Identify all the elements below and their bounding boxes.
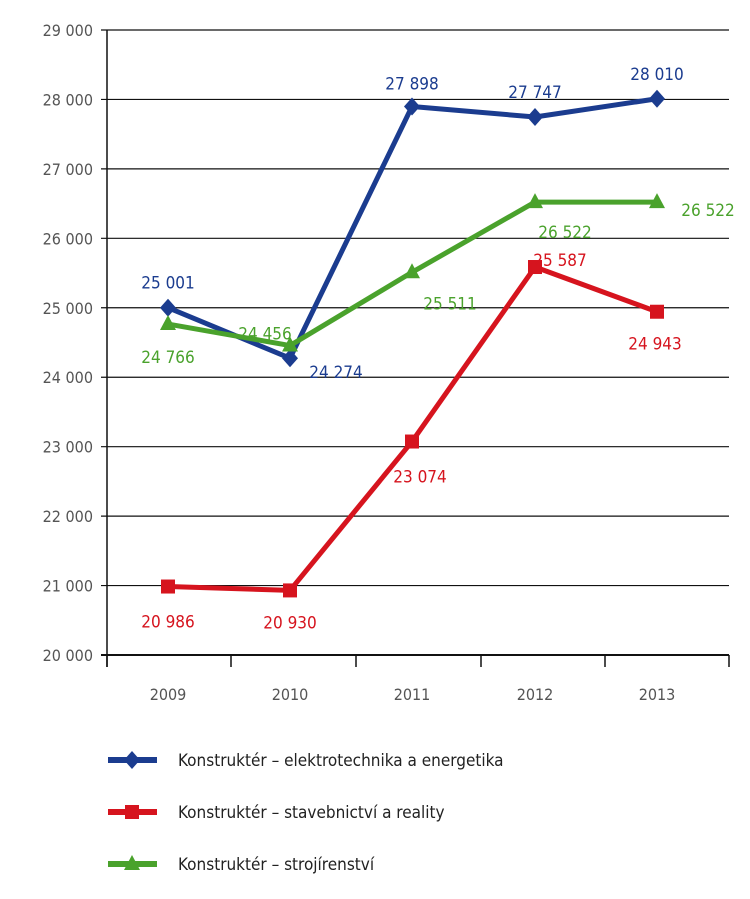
x-tick-label: 2010 bbox=[272, 685, 309, 704]
diamond-marker bbox=[282, 349, 298, 368]
y-tick-label: 25 000 bbox=[43, 299, 93, 318]
square-marker bbox=[650, 304, 664, 319]
data-label: 26 522 bbox=[538, 223, 592, 243]
data-label: 25 001 bbox=[141, 274, 195, 294]
data-label: 25 511 bbox=[423, 294, 477, 314]
y-tick-label: 28 000 bbox=[43, 90, 93, 109]
data-label: 20 986 bbox=[141, 613, 195, 633]
series-line bbox=[167, 264, 658, 593]
square-marker bbox=[125, 805, 139, 819]
x-tick-label: 2009 bbox=[150, 685, 187, 704]
data-label: 28 010 bbox=[630, 65, 684, 85]
diamond-marker bbox=[160, 298, 176, 317]
y-tick-label: 26 000 bbox=[43, 229, 93, 248]
y-tick-label: 27 000 bbox=[43, 160, 93, 179]
x-tick-label: 2011 bbox=[394, 685, 431, 704]
series-2: 24 766 24 456 25 511 26 522 26 522 bbox=[141, 193, 735, 368]
y-tick-label: 20 000 bbox=[43, 646, 93, 665]
series-1: 20 986 20 930 23 074 25 587 24 943 bbox=[141, 251, 682, 633]
legend-label: Konstruktér – strojírenství bbox=[178, 855, 375, 875]
data-label: 23 074 bbox=[393, 468, 447, 488]
square-marker bbox=[283, 583, 297, 598]
data-label: 24 274 bbox=[309, 363, 363, 383]
series-0: 25 001 24 274 27 898 27 747 28 010 bbox=[141, 65, 684, 383]
legend-label: Konstruktér – elektrotechnika a energeti… bbox=[178, 751, 504, 771]
legend-item: Konstruktér – elektrotechnika a energeti… bbox=[108, 751, 504, 771]
y-tick-label: 23 000 bbox=[43, 438, 93, 457]
square-marker bbox=[161, 579, 175, 594]
legend-item: Konstruktér – stavebnictví a reality bbox=[108, 803, 445, 823]
diamond-marker bbox=[404, 97, 420, 116]
diamond-marker bbox=[649, 89, 665, 108]
y-tick-label: 22 000 bbox=[43, 507, 93, 526]
y-tick-label: 21 000 bbox=[43, 577, 93, 596]
square-marker bbox=[405, 434, 419, 449]
data-label: 27 898 bbox=[385, 75, 439, 95]
x-tick-label: 2013 bbox=[639, 685, 676, 704]
data-label: 24 943 bbox=[628, 335, 682, 355]
triangle-marker bbox=[282, 336, 298, 352]
data-label: 24 766 bbox=[141, 348, 195, 368]
y-tick-label: 24 000 bbox=[43, 368, 93, 387]
triangle-marker bbox=[160, 315, 176, 331]
diamond-marker bbox=[124, 751, 140, 769]
legend-item: Konstruktér – strojírenství bbox=[108, 855, 375, 875]
triangle-marker bbox=[527, 193, 543, 209]
triangle-marker bbox=[124, 855, 140, 870]
data-label: 24 456 bbox=[238, 325, 292, 345]
triangle-marker bbox=[649, 193, 665, 209]
data-label: 26 522 bbox=[681, 201, 735, 221]
square-marker bbox=[528, 260, 542, 275]
diamond-marker bbox=[527, 108, 543, 127]
data-label: 27 747 bbox=[508, 83, 562, 103]
triangle-marker bbox=[404, 263, 420, 279]
legend-label: Konstruktér – stavebnictví a reality bbox=[178, 803, 445, 823]
x-tick-label: 2012 bbox=[517, 685, 554, 704]
data-label: 20 930 bbox=[263, 613, 317, 633]
data-label: 25 587 bbox=[533, 251, 587, 271]
y-tick-label: 29 000 bbox=[43, 21, 93, 40]
